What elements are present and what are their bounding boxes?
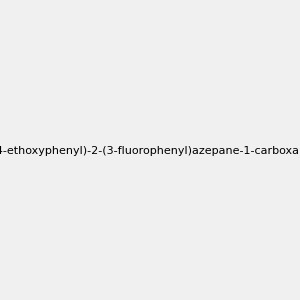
Text: N-(4-ethoxyphenyl)-2-(3-fluorophenyl)azepane-1-carboxamide: N-(4-ethoxyphenyl)-2-(3-fluorophenyl)aze… bbox=[0, 146, 300, 157]
